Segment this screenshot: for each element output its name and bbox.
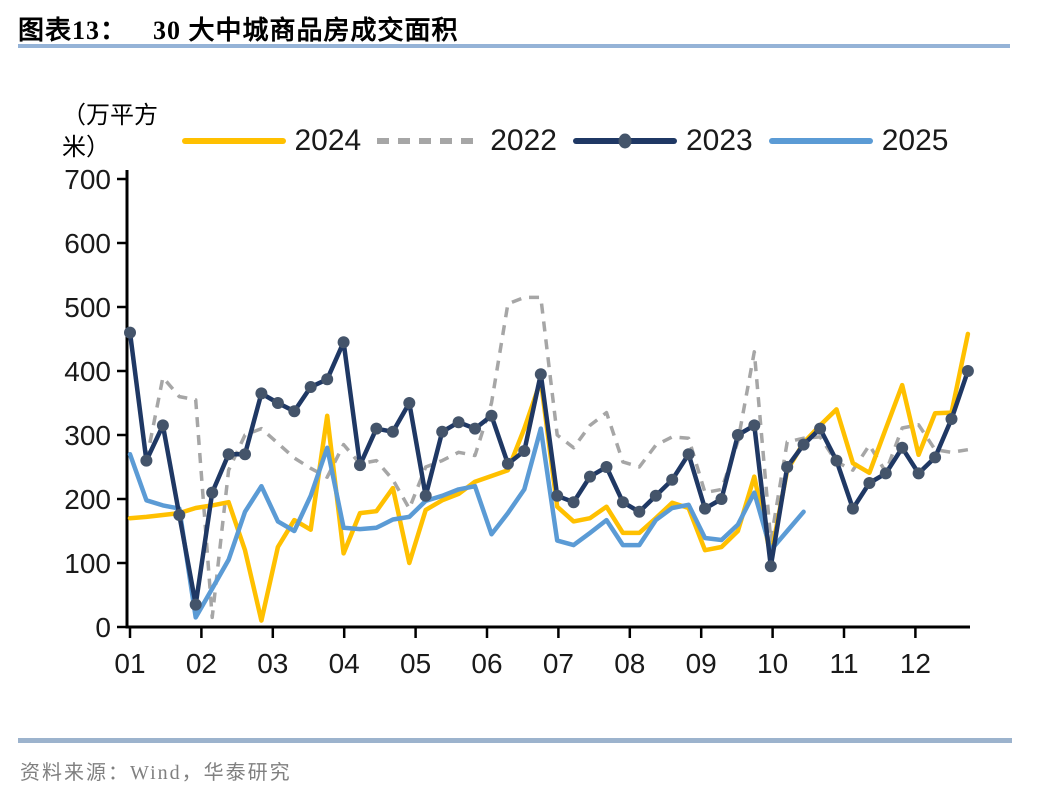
series-2023-marker xyxy=(699,502,711,515)
legend-marker-dot xyxy=(618,133,632,149)
chart-title-text: 30 大中城商品房成交面积 xyxy=(153,16,459,45)
series-2023-line xyxy=(127,330,971,607)
legend-item-2025: 2025 xyxy=(768,124,949,158)
series-2023-marker xyxy=(912,467,925,480)
y-axis-tick-label: 700 xyxy=(64,164,111,195)
y-axis-tick-label: 100 xyxy=(64,548,111,579)
series-2023-marker xyxy=(255,387,268,400)
x-axis-tick-label: 06 xyxy=(471,648,502,679)
legend-swatch-2024 xyxy=(181,138,286,144)
chart-legend: 2024 2022 2023 2025 xyxy=(130,124,1000,158)
legend-label-2025: 2025 xyxy=(881,124,949,157)
series-2023-marker xyxy=(124,326,136,339)
series-2023-marker xyxy=(436,425,449,438)
series-2023-marker xyxy=(140,454,153,467)
y-axis-tick-label: 0 xyxy=(95,612,111,643)
legend-item-2023: 2023 xyxy=(573,124,753,158)
series-2023-marker xyxy=(945,413,958,425)
series-2023-marker xyxy=(222,448,235,461)
series-2023-marker xyxy=(337,336,350,349)
series-2023-marker xyxy=(501,457,514,470)
series-2023-marker xyxy=(173,509,186,521)
series-2023-marker xyxy=(518,445,531,457)
source-note: 资料来源：Wind，华泰研究 xyxy=(20,762,292,784)
legend-label-2023: 2023 xyxy=(686,124,753,157)
series-2023-marker xyxy=(961,365,974,377)
legend-item-2024: 2024 xyxy=(181,124,362,158)
x-axis-tick-label: 03 xyxy=(257,648,288,679)
series-2023-marker xyxy=(616,496,629,509)
series-2023-marker xyxy=(304,381,317,393)
series-2023-marker xyxy=(271,397,284,409)
series-2023-marker xyxy=(469,422,481,435)
series-2023-marker xyxy=(731,429,744,441)
legend-label-2024: 2024 xyxy=(294,124,362,157)
series-2023-marker xyxy=(781,461,794,473)
footer-divider xyxy=(18,738,1012,743)
series-2023-marker xyxy=(633,505,646,518)
y-axis-tick-label: 300 xyxy=(64,420,111,451)
series-2023-marker xyxy=(288,405,301,418)
chart-number-label: 图表13： xyxy=(18,16,128,45)
series-2023-marker xyxy=(814,422,827,435)
x-axis-tick-label: 07 xyxy=(543,648,574,679)
series-2023-marker xyxy=(666,473,679,486)
series-2023-marker xyxy=(386,425,399,438)
series-2023-marker xyxy=(715,493,728,505)
series-2023-marker xyxy=(452,416,465,429)
y-axis-tick-label: 600 xyxy=(64,228,111,259)
series-2023-marker xyxy=(896,441,909,454)
series-2023-marker xyxy=(354,459,366,472)
series-2023-marker xyxy=(863,477,876,489)
series-2023-marker xyxy=(879,467,892,480)
series-2023-marker xyxy=(156,419,169,432)
series-2023-marker xyxy=(846,502,859,515)
legend-swatch-2023 xyxy=(573,133,677,149)
x-axis-tick-label: 10 xyxy=(757,648,788,679)
x-axis-tick-label: 01 xyxy=(114,648,145,679)
legend-swatch-2025 xyxy=(768,138,873,144)
series-2023-marker xyxy=(649,489,662,502)
y-axis-tick-label: 200 xyxy=(64,484,111,515)
series-2023-marker xyxy=(830,454,843,467)
series-2023-marker xyxy=(748,419,761,432)
legend-label-2022: 2022 xyxy=(490,124,557,157)
series-2023-marker xyxy=(189,598,202,611)
series-2023-marker xyxy=(584,470,596,483)
x-axis-tick-label: 02 xyxy=(186,648,217,679)
series-2023-marker xyxy=(419,489,432,502)
series-2023-marker xyxy=(764,560,777,573)
series-2023-marker xyxy=(321,373,334,386)
series-2023-marker xyxy=(929,451,942,464)
series-2023-marker xyxy=(600,461,613,473)
series-2023-marker xyxy=(797,438,810,451)
series-2023-marker xyxy=(567,496,580,509)
x-axis-tick-label: 11 xyxy=(829,648,858,679)
title-divider xyxy=(18,44,1010,48)
x-axis-tick-label: 08 xyxy=(614,648,645,679)
series-2023-marker xyxy=(239,448,251,461)
series-2023-marker xyxy=(370,422,383,435)
series-2023-marker xyxy=(534,368,547,381)
x-axis-tick-label: 09 xyxy=(686,648,717,679)
legend-item-2022: 2022 xyxy=(377,124,557,158)
x-axis-tick-label: 12 xyxy=(900,648,931,679)
chart-title: 图表13： 30 大中城商品房成交面积 xyxy=(18,10,459,47)
series-2023-marker xyxy=(403,397,416,409)
axis-lines xyxy=(125,170,970,629)
series-2023-marker xyxy=(485,409,498,422)
y-axis-unit-label: （万平方米） xyxy=(62,103,158,162)
legend-swatch-2022 xyxy=(377,138,482,144)
series-2023-marker xyxy=(682,448,695,461)
series-2023-marker xyxy=(551,489,564,502)
y-axis-tick-label: 400 xyxy=(64,356,111,387)
x-axis-tick-label: 05 xyxy=(400,648,431,679)
series-2023-marker xyxy=(206,486,219,499)
x-axis-tick-label: 04 xyxy=(329,648,360,679)
y-axis-tick-label: 500 xyxy=(64,292,111,323)
series-2025-line xyxy=(127,426,806,620)
